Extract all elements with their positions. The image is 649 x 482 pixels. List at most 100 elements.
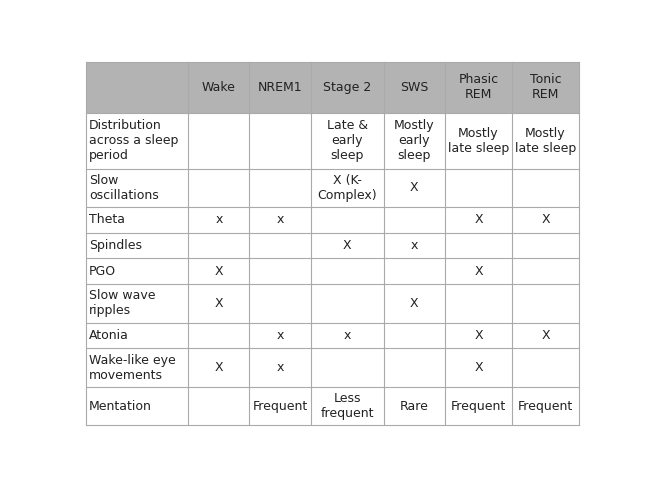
Bar — [445, 62, 512, 113]
Bar — [512, 233, 579, 258]
Text: Frequent: Frequent — [518, 400, 573, 413]
Bar — [311, 348, 384, 387]
Text: x: x — [276, 214, 284, 227]
Bar — [188, 387, 249, 425]
Bar — [86, 233, 188, 258]
Text: Slow
oscillations: Slow oscillations — [89, 174, 159, 202]
Text: x: x — [215, 214, 223, 227]
Bar — [311, 207, 384, 233]
Bar — [384, 322, 445, 348]
Bar — [249, 258, 311, 284]
Text: X: X — [541, 214, 550, 227]
Text: x: x — [276, 361, 284, 374]
Bar — [512, 348, 579, 387]
Bar — [445, 169, 512, 207]
Bar — [384, 169, 445, 207]
Bar — [86, 169, 188, 207]
Bar — [86, 348, 188, 387]
Text: Mostly
early
sleep: Mostly early sleep — [394, 119, 435, 162]
Text: X: X — [474, 265, 483, 278]
Text: Slow wave
ripples: Slow wave ripples — [89, 289, 156, 317]
Bar — [384, 113, 445, 169]
Bar — [188, 258, 249, 284]
Text: X (K-
Complex): X (K- Complex) — [317, 174, 377, 202]
Bar — [384, 348, 445, 387]
Text: Atonia: Atonia — [89, 329, 129, 342]
Bar — [188, 284, 249, 322]
Bar — [445, 322, 512, 348]
Bar — [445, 113, 512, 169]
Text: X: X — [474, 329, 483, 342]
Text: Phasic
REM: Phasic REM — [458, 73, 498, 101]
Text: Mentation: Mentation — [89, 400, 152, 413]
Text: x: x — [343, 329, 351, 342]
Bar — [512, 284, 579, 322]
Text: Wake: Wake — [202, 80, 236, 94]
Text: Spindles: Spindles — [89, 239, 142, 252]
Bar — [188, 169, 249, 207]
Text: X: X — [474, 214, 483, 227]
Bar — [249, 113, 311, 169]
Bar — [249, 348, 311, 387]
Bar — [311, 62, 384, 113]
Bar — [249, 233, 311, 258]
Text: X: X — [410, 297, 419, 310]
Bar — [188, 62, 249, 113]
Bar — [249, 387, 311, 425]
Bar — [86, 258, 188, 284]
Text: X: X — [215, 361, 223, 374]
Text: X: X — [410, 181, 419, 194]
Text: Wake-like eye
movements: Wake-like eye movements — [89, 353, 176, 381]
Text: X: X — [541, 329, 550, 342]
Bar — [512, 207, 579, 233]
Bar — [311, 387, 384, 425]
Text: X: X — [215, 265, 223, 278]
Text: Frequent: Frequent — [252, 400, 308, 413]
Text: Stage 2: Stage 2 — [323, 80, 371, 94]
Text: X: X — [215, 297, 223, 310]
Bar — [311, 284, 384, 322]
Bar — [249, 284, 311, 322]
Text: x: x — [411, 239, 418, 252]
Bar — [311, 169, 384, 207]
Text: Frequent: Frequent — [451, 400, 506, 413]
Bar — [384, 62, 445, 113]
Bar — [512, 258, 579, 284]
Text: Tonic
REM: Tonic REM — [530, 73, 561, 101]
Text: Late &
early
sleep: Late & early sleep — [326, 119, 368, 162]
Text: x: x — [276, 329, 284, 342]
Bar — [86, 62, 188, 113]
Bar — [249, 169, 311, 207]
Text: Distribution
across a sleep
period: Distribution across a sleep period — [89, 119, 178, 162]
Text: PGO: PGO — [89, 265, 116, 278]
Bar — [445, 348, 512, 387]
Bar — [188, 348, 249, 387]
Bar — [249, 207, 311, 233]
Text: SWS: SWS — [400, 80, 428, 94]
Bar — [512, 169, 579, 207]
Bar — [384, 233, 445, 258]
Bar — [188, 233, 249, 258]
Bar — [445, 387, 512, 425]
Text: X: X — [474, 361, 483, 374]
Bar — [445, 258, 512, 284]
Text: X: X — [343, 239, 352, 252]
Bar — [512, 387, 579, 425]
Bar — [249, 62, 311, 113]
Bar — [445, 233, 512, 258]
Bar — [188, 113, 249, 169]
Bar — [384, 387, 445, 425]
Bar — [384, 284, 445, 322]
Bar — [86, 113, 188, 169]
Bar — [86, 207, 188, 233]
Text: Mostly
late sleep: Mostly late sleep — [448, 127, 509, 155]
Bar — [86, 387, 188, 425]
Bar — [311, 113, 384, 169]
Bar — [188, 322, 249, 348]
Bar — [512, 113, 579, 169]
Bar — [188, 207, 249, 233]
Bar — [311, 233, 384, 258]
Bar — [384, 207, 445, 233]
Text: Theta: Theta — [89, 214, 125, 227]
Text: NREM1: NREM1 — [258, 80, 302, 94]
